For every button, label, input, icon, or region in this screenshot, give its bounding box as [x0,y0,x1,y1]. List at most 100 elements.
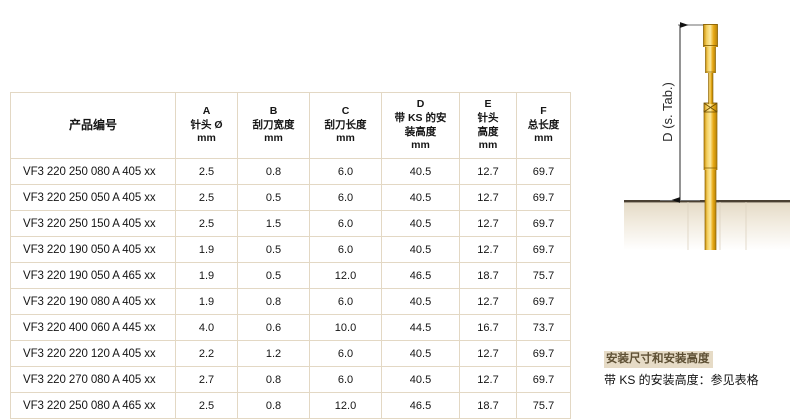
table-cell-f: 69.7 [516,288,571,315]
table-cell-c: 6.0 [309,366,382,393]
table-cell-partno: VF3 220 270 080 A 405 xx [10,366,176,393]
table-cell-b: 0.8 [237,392,310,419]
table-header: 产品编号 A 针头 Ø mm B 刮刀宽度 mm C 刮刀长度 mm [10,92,571,159]
probe-diagram-svg: D (s. Tab.) [624,22,790,250]
column-header-f: F 总长度 mm [516,92,571,159]
table-cell-e: 12.7 [459,366,517,393]
installation-note: 安装尺寸和安装高度 带 KS 的安装高度：参见表格 [604,349,790,389]
table-row: VF3 220 190 080 A 405 xx 1.9 0.8 6.0 40.5 12.… [10,288,571,315]
column-header-f-label: 总长度 [527,118,560,131]
table-cell-f: 69.7 [516,210,571,237]
table-cell-c: 6.0 [309,340,382,367]
column-header-b-letter: B [269,104,278,117]
table-cell-b: 1.5 [237,210,310,237]
column-header-c-unit: mm [336,132,355,145]
table-cell-c: 6.0 [309,158,382,185]
table-cell-c: 12.0 [309,392,382,419]
column-header-f-letter: F [540,104,547,117]
table-cell-partno: VF3 220 220 120 A 405 xx [10,340,176,367]
installation-note-title: 安装尺寸和安装高度 [604,351,713,368]
column-header-b-unit: mm [264,132,283,145]
table-cell-d: 44.5 [381,314,460,341]
table-cell-a: 1.9 [175,236,238,263]
table-cell-f: 69.7 [516,340,571,367]
table-row: VF3 220 270 080 A 405 xx 2.7 0.8 6.0 40.5 12.… [10,366,571,393]
table-cell-b: 1.2 [237,340,310,367]
table-cell-d: 40.5 [381,366,460,393]
table-row: VF3 220 250 050 A 405 xx 2.5 0.5 6.0 40.5 12.… [10,184,571,211]
table-cell-d: 40.5 [381,288,460,315]
table-cell-b: 0.5 [237,262,310,289]
table-cell-c: 12.0 [309,262,382,289]
table-cell-a: 2.2 [175,340,238,367]
table-row: VF3 220 190 050 A 465 xx 1.9 0.5 12.0 46.5 18… [10,262,571,289]
table-cell-e: 18.7 [459,262,517,289]
table-cell-e: 12.7 [459,288,517,315]
column-header-d-label-line2: 装高度 [404,125,437,138]
column-header-d-label-line1: 带 KS 的安 [394,111,447,124]
column-header-b: B 刮刀宽度 mm [237,92,310,159]
spec-table: 产品编号 A 针头 Ø mm B 刮刀宽度 mm C 刮刀长度 mm [10,92,571,419]
table-cell-c: 10.0 [309,314,382,341]
table-cell-e: 12.7 [459,158,517,185]
column-header-a-letter: A [202,104,211,117]
table-cell-b: 0.8 [237,288,310,315]
table-cell-f: 69.7 [516,184,571,211]
table-cell-partno: VF3 220 250 080 A 465 xx [10,392,176,419]
column-header-e-letter: E [484,97,492,110]
column-header-partno-label: 产品编号 [68,117,117,132]
table-cell-e: 18.7 [459,392,517,419]
table-cell-partno: VF3 220 250 080 A 405 xx [10,158,176,185]
table-cell-a: 4.0 [175,314,238,341]
column-header-c-letter: C [341,104,350,117]
table-cell-e: 12.7 [459,210,517,237]
column-header-e-label-line2: 高度 [477,125,499,138]
table-cell-f: 75.7 [516,262,571,289]
column-header-f-unit: mm [534,132,553,145]
table-cell-a: 2.5 [175,158,238,185]
table-cell-a: 1.9 [175,262,238,289]
table-cell-b: 0.5 [237,184,310,211]
column-header-d-letter: D [416,97,425,110]
table-cell-b: 0.8 [237,158,310,185]
column-header-a-label: 针头 Ø [190,118,223,131]
column-header-a: A 针头 Ø mm [175,92,238,159]
table-cell-d: 46.5 [381,262,460,289]
table-cell-e: 12.7 [459,340,517,367]
table-cell-e: 12.7 [459,184,517,211]
table-cell-d: 40.5 [381,236,460,263]
table-cell-e: 12.7 [459,236,517,263]
table-cell-a: 2.7 [175,366,238,393]
installation-note-body: 带 KS 的安装高度：参见表格 [604,373,759,387]
table-cell-c: 6.0 [309,288,382,315]
probe-body [703,24,718,250]
table-cell-d: 40.5 [381,340,460,367]
probe-crimp [703,102,718,113]
table-cell-partno: VF3 220 190 080 A 405 xx [10,288,176,315]
table-row: VF3 220 250 080 A 405 xx 2.5 0.8 6.0 40.5 12.… [10,158,571,185]
table-cell-b: 0.6 [237,314,310,341]
table-row: VF3 220 190 050 A 405 xx 1.9 0.5 6.0 40.5 12.… [10,236,571,263]
column-header-e: E 针头 高度 mm [459,92,517,159]
table-cell-e: 16.7 [459,314,517,341]
table-cell-f: 75.7 [516,392,571,419]
column-header-d-unit: mm [411,139,430,152]
table-cell-c: 6.0 [309,184,382,211]
table-row: VF3 220 400 060 A 445 xx 4.0 0.6 10.0 44.5 16… [10,314,571,341]
table-cell-a: 1.9 [175,288,238,315]
column-header-b-label: 刮刀宽度 [252,118,295,131]
table-cell-b: 0.5 [237,236,310,263]
column-header-partno: 产品编号 [10,92,176,159]
column-header-a-unit: mm [197,132,216,145]
table-cell-d: 40.5 [381,210,460,237]
table-cell-partno: VF3 220 250 050 A 405 xx [10,184,176,211]
table-cell-a: 2.5 [175,184,238,211]
table-cell-f: 73.7 [516,314,571,341]
table-cell-partno: VF3 220 250 150 A 405 xx [10,210,176,237]
table-row: VF3 220 250 150 A 405 xx 2.5 1.5 6.0 40.5 12.… [10,210,571,237]
table-cell-partno: VF3 220 190 050 A 405 xx [10,236,176,263]
spec-table-container: 产品编号 A 针头 Ø mm B 刮刀宽度 mm C 刮刀长度 mm [10,92,571,419]
table-cell-d: 40.5 [381,184,460,211]
column-header-c-label: 刮刀长度 [324,118,367,131]
table-cell-a: 2.5 [175,392,238,419]
